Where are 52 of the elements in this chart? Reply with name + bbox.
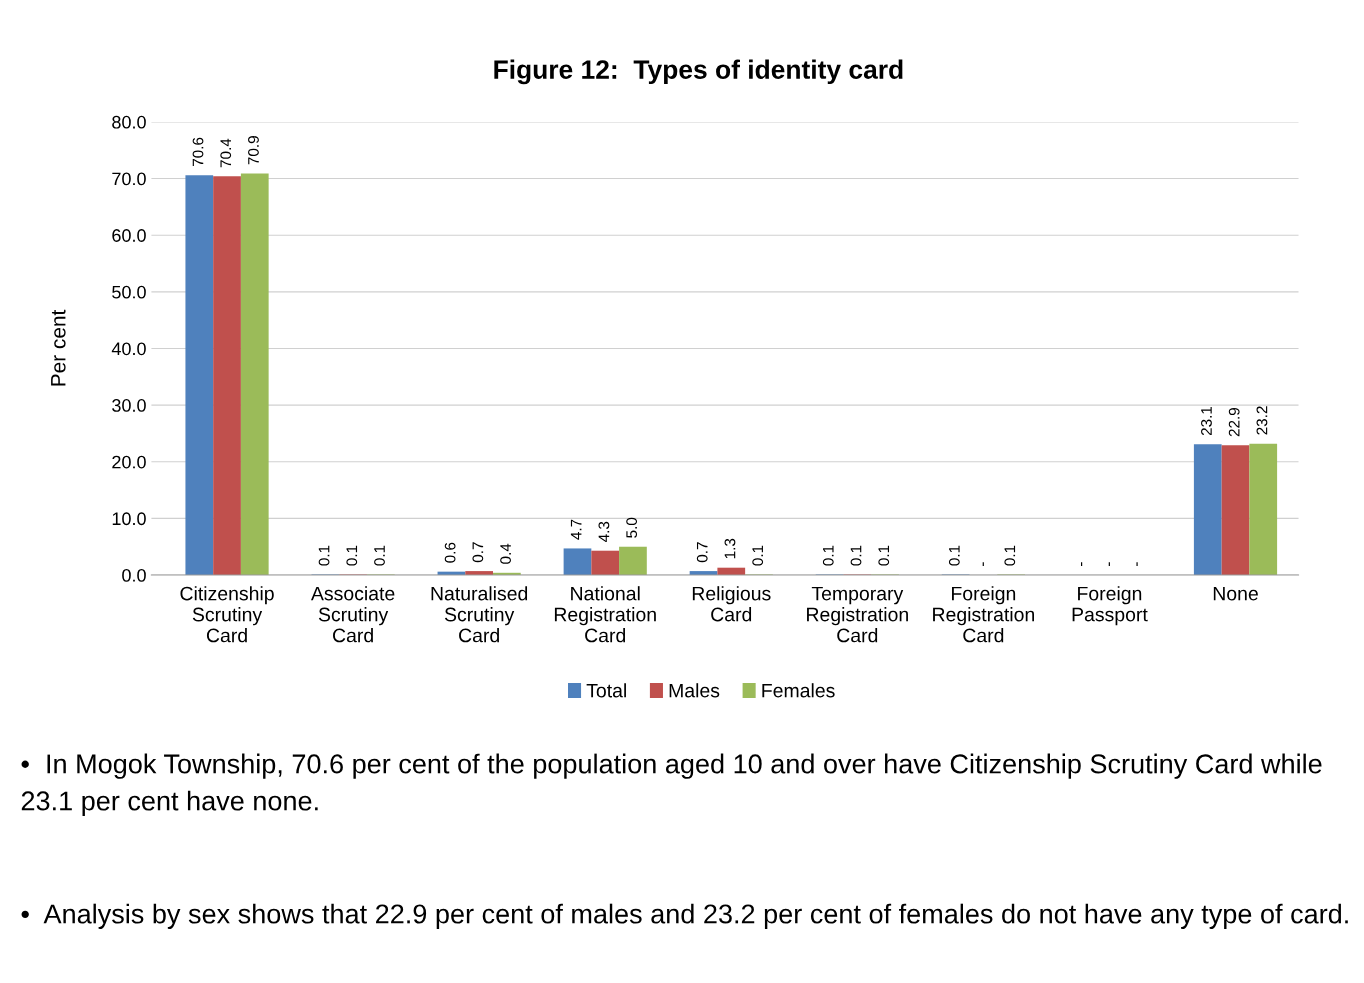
- y-tick-label: 10.0: [112, 512, 146, 526]
- data-label: 0.1: [878, 545, 890, 566]
- data-label: 0.7: [472, 542, 484, 563]
- x-tick-label: Temporary Registration Card: [807, 586, 908, 643]
- x-tick-label: National Registration Card: [554, 586, 656, 643]
- data-label: 22.9: [1228, 407, 1240, 437]
- y-tick-label: 30.0: [112, 399, 146, 412]
- y-tick-label: 80.0: [112, 115, 146, 129]
- data-label: 0.6: [444, 542, 456, 563]
- text: -: [1081, 562, 1083, 567]
- data-label: 0.1: [850, 545, 862, 566]
- data-label: 23.2: [1256, 406, 1268, 435]
- text: -: [1108, 562, 1110, 567]
- data-label: 1.3: [724, 538, 736, 559]
- y-tick-label: 20.0: [112, 455, 146, 469]
- data-label: 4.7: [570, 519, 582, 540]
- y-tick-label: 60.0: [112, 229, 146, 242]
- y-tick-label: 40.0: [111, 342, 146, 356]
- data-label: 70.6: [192, 137, 204, 167]
- chart-title: Figure 12: Types of identity card: [494, 59, 903, 85]
- y-axis-title: Per cent: [51, 309, 66, 386]
- legend-label: Males: [669, 683, 720, 698]
- x-tick-label: Naturalised Scrutiny Card: [431, 586, 528, 643]
- data-label: 0.1: [374, 545, 385, 566]
- y-tick-label: 50.0: [112, 285, 146, 299]
- x-tick-label: Associate Scrutiny Card: [310, 586, 395, 643]
- data-label: 0.4: [500, 543, 511, 564]
- text: • Analysis by sex shows that 22.9 per cent of males and 23.2 per cent of females do not have any type of card.: [21, 903, 1348, 929]
- data-label: 0.7: [696, 542, 708, 563]
- x-tick-label: Religious Card: [692, 586, 771, 622]
- y-tick-label: 70.0: [112, 172, 146, 186]
- legend-label: Females: [762, 683, 835, 698]
- data-label: 0.1: [948, 545, 960, 566]
- data-label: 0.1: [752, 545, 764, 566]
- data-label: 0.1: [318, 545, 330, 566]
- data-label: 0.1: [1004, 545, 1016, 566]
- data-label: 0.1: [346, 545, 358, 566]
- legend-label: Total: [586, 683, 626, 698]
- x-tick-label: Foreign Passport: [1072, 586, 1148, 626]
- data-label: 0.1: [822, 545, 834, 566]
- data-label: 5.0: [626, 517, 638, 538]
- text: -: [982, 562, 984, 567]
- text: • In Mogok Township, 70.6 per cent of the population aged 10 and over have Citizenship Scrutiny Card while 23.1 per cent have none.: [21, 753, 1322, 816]
- data-label: 70.4: [220, 138, 232, 168]
- y-tick-label: 0.0: [122, 568, 146, 582]
- x-tick-label: Citizenship Scrutiny Card: [180, 586, 274, 643]
- x-tick-label: None: [1213, 586, 1258, 601]
- data-label: 4.3: [598, 521, 610, 543]
- x-tick-label: Foreign Registration Card: [933, 586, 1034, 643]
- text: -: [1136, 562, 1138, 567]
- data-label: 70.9: [248, 136, 259, 165]
- data-label: 23.1: [1201, 406, 1212, 436]
